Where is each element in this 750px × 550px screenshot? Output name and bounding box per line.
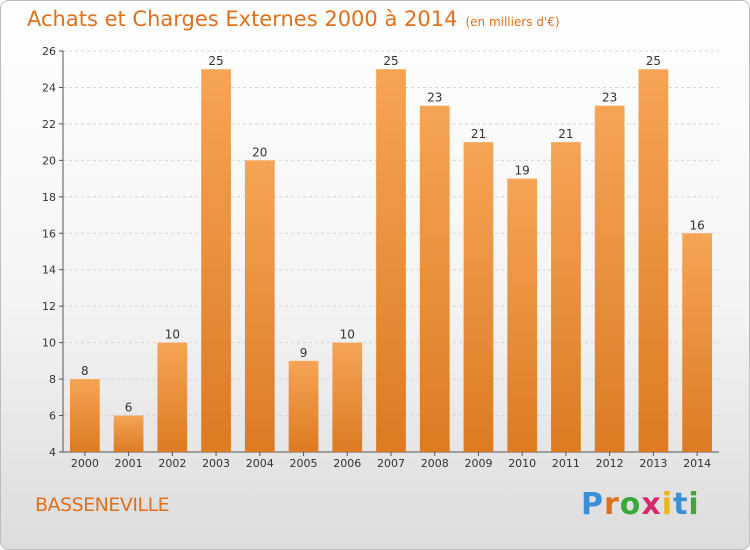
- bar: [69, 379, 100, 452]
- x-tick-label: 2009: [464, 457, 492, 470]
- y-tick-label: 18: [42, 191, 56, 204]
- x-tick-label: 2011: [552, 457, 580, 470]
- data-label: 25: [646, 54, 661, 68]
- logo-letter: x: [641, 487, 662, 522]
- y-tick-label: 22: [42, 118, 56, 131]
- chart-title: Achats et Charges Externes 2000 à 2014 (e…: [27, 7, 560, 31]
- x-tick-label: 2001: [115, 457, 143, 470]
- x-tick-label: 2008: [421, 457, 449, 470]
- x-tick-label: 2012: [596, 457, 624, 470]
- commune-name: BASSENEVILLE: [35, 494, 170, 516]
- y-tick-label: 16: [42, 227, 56, 240]
- y-tick-label: 4: [49, 446, 56, 459]
- data-label: 8: [81, 364, 89, 378]
- chart-title-text: Achats et Charges Externes 2000 à 2014: [27, 7, 458, 31]
- bar: [332, 342, 363, 452]
- bar: [594, 105, 625, 452]
- bar: [463, 142, 494, 453]
- y-tick-label: 26: [42, 45, 56, 58]
- data-label: 23: [427, 91, 442, 105]
- y-tick-label: 8: [49, 373, 56, 386]
- y-tick-label: 12: [42, 300, 56, 313]
- data-label: 21: [558, 127, 573, 141]
- x-tick-label: 2014: [683, 457, 711, 470]
- bar: [551, 142, 581, 453]
- x-tick-label: 2013: [639, 457, 667, 470]
- data-label: 20: [252, 145, 267, 159]
- x-tick-label: 2006: [333, 457, 361, 470]
- bar: [244, 160, 275, 452]
- data-label: 9: [300, 346, 308, 360]
- y-tick-label: 24: [42, 81, 56, 94]
- bar: [376, 69, 406, 453]
- data-label: 23: [602, 91, 617, 105]
- y-tick-label: 14: [42, 264, 56, 277]
- data-label: 16: [689, 218, 704, 232]
- bar: [157, 342, 188, 452]
- bar: [682, 233, 713, 452]
- bar: [113, 415, 144, 452]
- bar: [288, 360, 319, 452]
- data-label: 6: [125, 401, 133, 415]
- logo-letter: t: [673, 487, 689, 522]
- x-tick-label: 2004: [246, 457, 274, 470]
- x-tick-label: 2007: [377, 457, 405, 470]
- data-label: 25: [208, 54, 223, 68]
- data-label: 10: [165, 328, 180, 342]
- bar: [419, 105, 450, 452]
- logo-letter: i: [661, 487, 674, 522]
- bar: [507, 178, 538, 452]
- logo-letter: o: [619, 487, 642, 522]
- logo-letter: P: [581, 487, 604, 522]
- x-tick-label: 2005: [290, 457, 318, 470]
- x-tick-label: 2003: [202, 457, 230, 470]
- x-tick-label: 2000: [71, 457, 99, 470]
- x-tick-label: 2010: [508, 457, 536, 470]
- y-tick-label: 20: [42, 154, 56, 167]
- chart-subtitle: (en milliers d'€): [465, 15, 560, 29]
- logo-letter: r: [604, 487, 620, 522]
- data-label: 19: [515, 164, 530, 178]
- proxiti-logo: Proxiti: [581, 487, 700, 522]
- data-label: 10: [340, 328, 355, 342]
- y-tick-label: 6: [49, 410, 56, 423]
- x-tick-label: 2002: [158, 457, 186, 470]
- y-tick-label: 10: [42, 337, 56, 350]
- bar: [638, 69, 669, 453]
- bar: [201, 69, 231, 453]
- data-label: 21: [471, 127, 486, 141]
- logo-letter: i: [688, 487, 700, 522]
- data-label: 25: [383, 54, 398, 68]
